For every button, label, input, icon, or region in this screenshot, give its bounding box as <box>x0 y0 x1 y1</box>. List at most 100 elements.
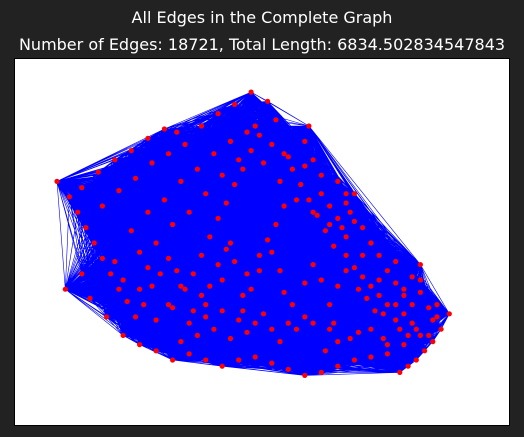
figure-suptitle: All Edges in the Complete Graph <box>131 8 393 27</box>
graph-node <box>252 123 258 129</box>
graph-node <box>322 348 328 354</box>
graph-node <box>141 302 147 308</box>
graph-node <box>145 135 151 141</box>
graph-node <box>137 342 143 348</box>
graph-node <box>327 221 333 228</box>
graph-node <box>128 148 134 154</box>
graph-node <box>186 320 192 326</box>
graph-node <box>302 163 308 169</box>
graph-node <box>260 160 267 166</box>
graph-node <box>232 181 238 188</box>
graph-node <box>132 314 139 320</box>
graph-node <box>165 151 172 157</box>
graph-node <box>79 271 85 277</box>
graph-node <box>269 249 275 255</box>
graph-node <box>302 372 308 378</box>
graph-node <box>281 203 287 209</box>
graph-node <box>376 277 382 283</box>
graph-node <box>293 197 300 203</box>
graph-node <box>434 314 440 320</box>
graph-node <box>393 317 399 323</box>
graph-node <box>343 252 349 258</box>
graph-node <box>116 286 122 292</box>
graph-node <box>409 320 415 326</box>
graph-node <box>236 357 242 363</box>
graph-node <box>153 240 159 246</box>
graph-node <box>194 332 200 338</box>
graph-node <box>182 141 188 147</box>
graph-node <box>178 283 184 289</box>
graph-node <box>99 203 105 209</box>
graph-node <box>104 314 110 320</box>
graph-node <box>372 308 378 314</box>
graph-node <box>99 255 105 261</box>
graph-node <box>417 277 423 283</box>
graph-node <box>153 348 159 354</box>
graph-node <box>318 277 324 283</box>
graph-node <box>269 326 275 332</box>
graph-node <box>384 268 390 274</box>
graph-node <box>384 302 390 308</box>
nodes-layer <box>54 89 452 378</box>
graph-node <box>170 357 176 363</box>
graph-node <box>289 166 295 172</box>
graph-node <box>355 329 362 335</box>
graph-node <box>273 117 279 123</box>
graph-node <box>116 188 122 194</box>
graph-node <box>376 252 382 258</box>
graph-node <box>285 154 291 160</box>
graph-node <box>376 292 382 298</box>
graph-plot <box>54 89 452 378</box>
graph-node <box>174 129 180 135</box>
graph-node <box>227 138 234 144</box>
graph-node <box>198 123 205 129</box>
graph-node <box>207 283 213 289</box>
graph-node <box>302 138 308 144</box>
graph-node <box>285 366 291 372</box>
graph-node <box>331 243 337 249</box>
graph-node <box>87 295 93 301</box>
graph-node <box>170 221 176 228</box>
graph-node <box>132 175 139 181</box>
graph-node <box>310 320 316 326</box>
graph-node <box>215 111 221 117</box>
graph-node <box>343 234 349 240</box>
graph-node <box>430 339 436 345</box>
graph-node <box>335 363 341 369</box>
graph-node <box>310 209 316 215</box>
graph-node <box>207 234 213 240</box>
graph-node <box>384 351 390 357</box>
graph-node <box>186 209 192 215</box>
graph-node <box>368 283 374 289</box>
graph-node <box>318 191 324 197</box>
graph-node <box>438 326 444 332</box>
graph-node <box>219 308 225 314</box>
graph-node <box>405 332 411 338</box>
graph-node <box>66 194 72 200</box>
graph-node <box>310 262 316 268</box>
graph-node <box>384 342 390 348</box>
graph-node <box>335 178 341 184</box>
graph-node <box>343 200 349 206</box>
graph-node <box>79 185 85 191</box>
graph-node <box>277 339 283 345</box>
graph-node <box>83 225 89 231</box>
graph-node <box>174 268 180 274</box>
graph-node <box>397 369 403 375</box>
graph-node <box>112 157 118 163</box>
graph-node <box>368 354 374 360</box>
graph-node <box>368 240 374 246</box>
graph-node <box>198 252 205 258</box>
graph-node <box>327 326 333 332</box>
graph-node <box>289 302 295 308</box>
graph-node <box>236 317 242 323</box>
graph-node <box>223 246 229 252</box>
graph-node <box>244 329 250 335</box>
graph-node <box>203 191 209 197</box>
graph-node <box>335 215 341 221</box>
graph-node <box>351 357 357 363</box>
graph-node <box>426 305 432 311</box>
graph-node <box>219 172 225 178</box>
graph-node <box>380 335 386 342</box>
graph-node <box>145 209 151 215</box>
